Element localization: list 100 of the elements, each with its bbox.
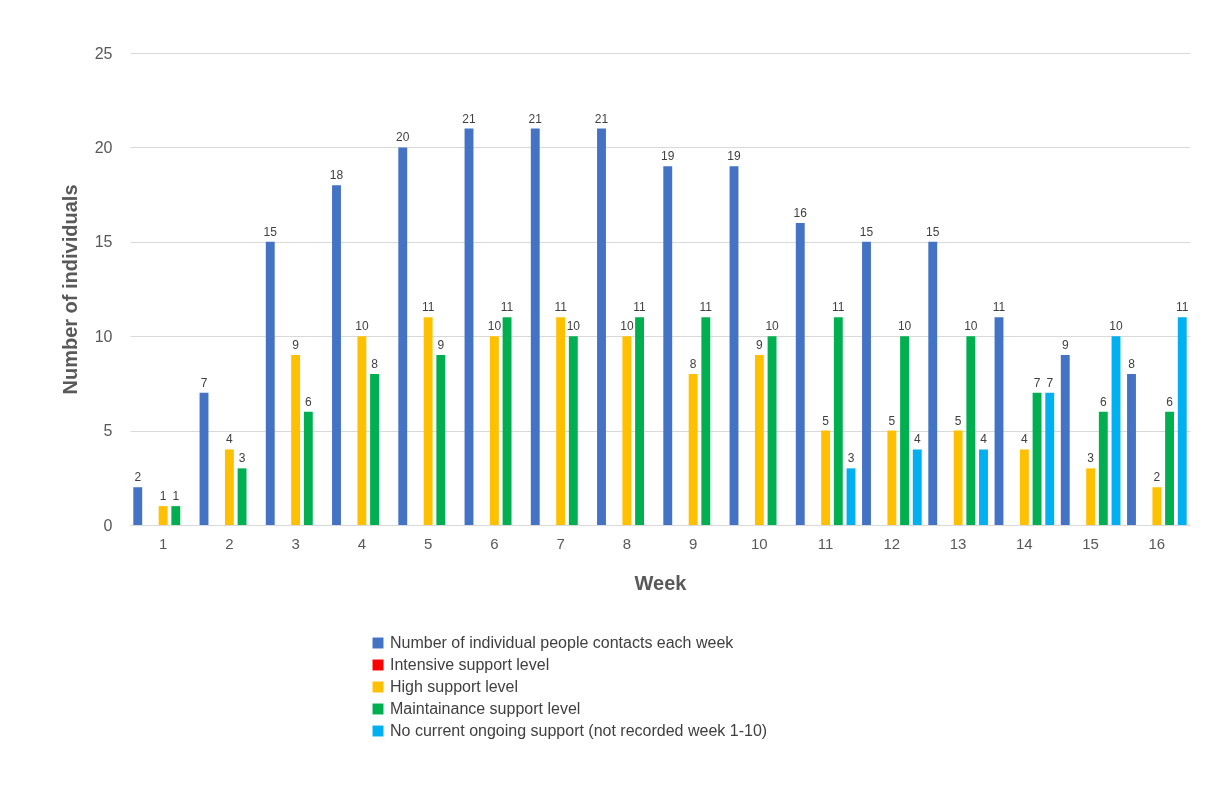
bar: [568, 336, 578, 525]
data-label: 19: [727, 149, 741, 164]
x-tick-label: 12: [883, 535, 901, 552]
data-label: 11: [633, 300, 647, 315]
data-label: 11: [554, 300, 568, 315]
x-tick-label: 7: [556, 535, 565, 552]
bar: [1032, 392, 1042, 525]
bar: [597, 128, 606, 525]
data-label: 15: [926, 224, 940, 239]
bar: [622, 336, 632, 525]
bar: [928, 241, 938, 525]
data-label: 8: [689, 356, 697, 371]
data-label: 7: [200, 375, 208, 390]
x-tick-label: 14: [1016, 535, 1033, 552]
x-tick-label: 1: [158, 535, 168, 552]
data-label: 7: [1033, 375, 1041, 390]
bar: [1060, 355, 1070, 525]
data-label: 2: [134, 470, 142, 485]
bar: [767, 336, 777, 525]
bar: [846, 468, 856, 525]
data-label: 8: [371, 356, 379, 371]
bar: [821, 430, 831, 525]
data-label: 11: [500, 300, 514, 315]
x-tick-label: 5: [423, 535, 433, 552]
bar: [635, 317, 644, 525]
y-tick-label: 25: [94, 44, 113, 62]
x-tick-label: 6: [490, 535, 499, 552]
data-label: 6: [304, 394, 312, 409]
bar: [171, 506, 181, 525]
bar: [1127, 373, 1136, 525]
data-label: 10: [765, 319, 780, 334]
y-tick-label: 0: [103, 516, 113, 534]
data-label: 15: [859, 224, 874, 239]
bar: [966, 336, 976, 525]
data-label: 9: [292, 338, 300, 353]
legend-label: Number of individual people contacts each week: [390, 634, 735, 651]
data-label: 5: [954, 413, 962, 428]
bar: [887, 430, 897, 525]
bar: [556, 317, 566, 525]
data-label: 16: [793, 205, 808, 220]
bar: [994, 317, 1004, 525]
bar: [303, 411, 313, 525]
bar: [1111, 336, 1121, 525]
data-label: 10: [964, 319, 978, 334]
legend-label: Maintainance support level: [390, 700, 581, 717]
x-axis-title: Week: [634, 571, 688, 594]
bar: [1165, 411, 1174, 525]
data-label: 11: [992, 300, 1006, 315]
x-tick-label: 4: [357, 535, 367, 552]
bar: [436, 355, 446, 525]
y-tick-label: 10: [94, 327, 113, 345]
bar: [900, 336, 909, 525]
data-label: 4: [913, 432, 921, 447]
bar: [398, 147, 408, 525]
data-label: 10: [620, 319, 634, 334]
data-label: 11: [1176, 300, 1189, 315]
data-label: 4: [1021, 432, 1029, 447]
bar: [158, 506, 168, 525]
data-label: 3: [1087, 451, 1095, 466]
bar: [530, 128, 540, 525]
x-tick-label: 10: [751, 535, 768, 552]
x-tick-label: 13: [949, 535, 967, 552]
data-label: 9: [756, 338, 764, 353]
bar: [729, 166, 739, 525]
data-label: 6: [1099, 394, 1107, 409]
bar: [133, 487, 143, 525]
data-label: 10: [487, 319, 502, 334]
bar: [862, 241, 871, 525]
data-label: 11: [421, 300, 435, 315]
bar: [1086, 468, 1096, 525]
data-label: 9: [1061, 338, 1069, 353]
y-tick-label: 20: [94, 138, 113, 156]
data-label: 4: [980, 432, 988, 447]
x-tick-label: 16: [1148, 535, 1166, 552]
data-label: 6: [1166, 394, 1174, 409]
legend-label: Intensive support level: [390, 656, 550, 673]
x-tick-label: 11: [817, 535, 834, 552]
data-label: 21: [594, 111, 609, 126]
data-label: 8: [1128, 356, 1136, 371]
data-label: 5: [888, 413, 896, 428]
data-label: 1: [159, 489, 167, 504]
bar: [701, 317, 711, 525]
data-label: 10: [566, 319, 581, 334]
data-label: 11: [699, 300, 713, 315]
bar: [502, 317, 512, 525]
data-label: 18: [329, 168, 344, 183]
bar: [1177, 317, 1187, 525]
data-label: 10: [1109, 319, 1123, 334]
data-label: 15: [263, 224, 278, 239]
legend-label: No current ongoing support (not recorded week 1-10): [390, 722, 768, 739]
data-label: 21: [528, 111, 543, 126]
data-label: 2: [1153, 470, 1161, 485]
y-axis-title: Number of individuals: [58, 184, 81, 395]
bar: [332, 185, 341, 525]
bar: [663, 166, 673, 525]
data-label: 10: [897, 319, 912, 334]
data-label: 19: [661, 149, 675, 164]
data-label: 5: [822, 413, 830, 428]
bar: [423, 317, 433, 525]
bar: [224, 449, 234, 525]
